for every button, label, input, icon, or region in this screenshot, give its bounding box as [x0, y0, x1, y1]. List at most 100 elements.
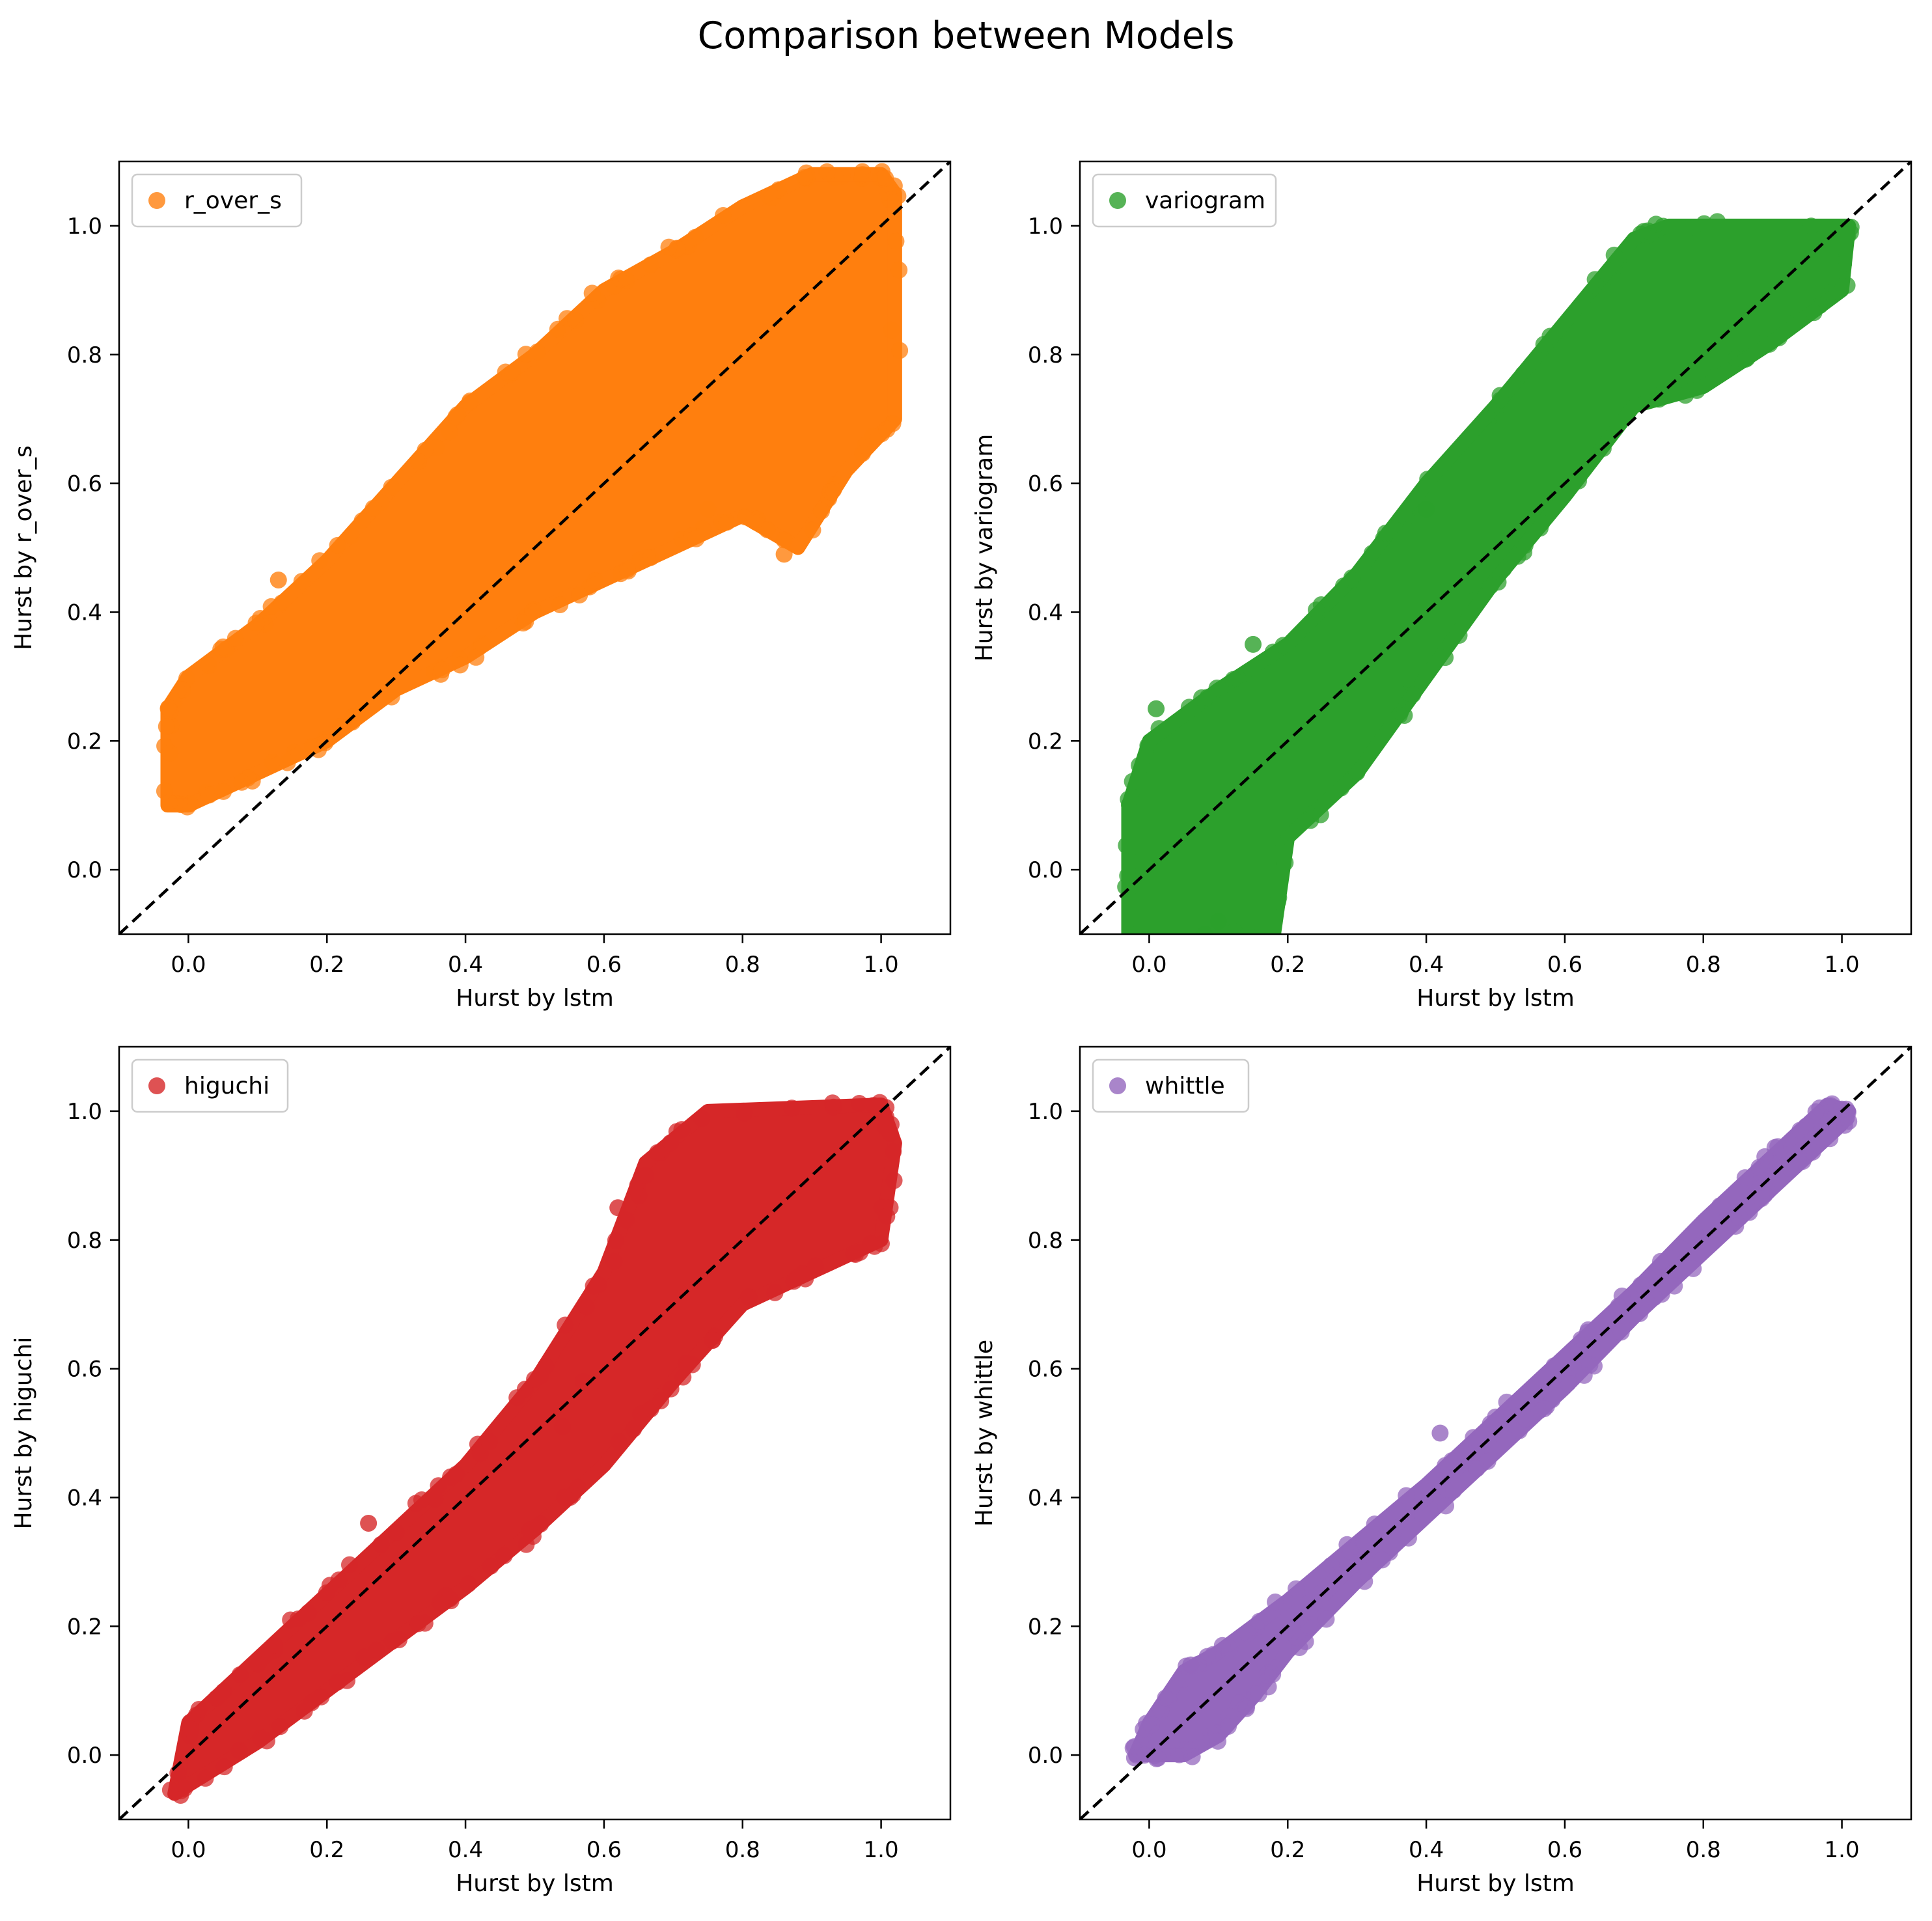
data-point [1120, 796, 1138, 814]
data-point [161, 702, 179, 720]
data-point [318, 1584, 335, 1601]
data-point [215, 1758, 233, 1776]
data-point [227, 629, 244, 647]
data-point [1440, 1461, 1457, 1478]
data-point [610, 1433, 628, 1450]
data-point [1119, 867, 1137, 885]
data-point [1468, 1460, 1485, 1478]
data-point [749, 510, 766, 528]
y-axis-label: Hurst by variogram [971, 434, 998, 662]
data-point [299, 1604, 317, 1622]
data-point [407, 1495, 424, 1512]
data-point [660, 238, 678, 256]
data-point [1709, 213, 1726, 230]
legend-marker [148, 1077, 165, 1094]
x-tick-label: 0.6 [1547, 952, 1582, 978]
data-point [1302, 812, 1319, 829]
point-cloud [160, 167, 902, 813]
data-point [649, 1144, 667, 1161]
y-tick-label: 0.6 [67, 471, 102, 497]
data-point [1532, 519, 1549, 537]
data-point [833, 167, 851, 185]
data-point [416, 1614, 434, 1632]
y-tick-label: 0.6 [1028, 1357, 1063, 1383]
data-point [1491, 391, 1509, 409]
data-point [1398, 1487, 1415, 1504]
y-tick-label: 0.4 [67, 1485, 102, 1511]
data-point [1247, 1618, 1265, 1636]
data-point [158, 718, 175, 736]
data-point [1588, 277, 1605, 295]
data-point [1131, 756, 1148, 774]
axes-frame [1079, 160, 1912, 935]
data-point [1821, 221, 1838, 238]
data-point [311, 552, 329, 570]
x-tick-label: 0.0 [171, 1837, 206, 1863]
axes-frame [1079, 1045, 1912, 1821]
data-point [1416, 1482, 1433, 1500]
data-point [383, 688, 400, 706]
data-point [1174, 1670, 1192, 1688]
data-point [1511, 1422, 1528, 1439]
data-point [428, 439, 445, 456]
data-point [1280, 826, 1297, 844]
data-point [1797, 1117, 1815, 1135]
data-point [1150, 720, 1168, 738]
reference-line [119, 1047, 950, 1819]
data-point [508, 1389, 526, 1407]
data-point [1300, 1619, 1318, 1637]
data-point [1554, 487, 1572, 504]
subplot-variogram: 0.0 0.2 0.4 0.6 0.8 1.0 0.0 0.2 0.4 0.6 0.8 1.0 Hurs… [971, 160, 1912, 1012]
data-point [1821, 1130, 1839, 1148]
legend-label: r_over_s [184, 187, 282, 214]
data-point [1654, 217, 1672, 235]
data-point [1338, 1536, 1356, 1553]
data-point [586, 572, 604, 590]
data-point [1180, 698, 1198, 716]
data-point [1677, 387, 1694, 404]
data-point [766, 1284, 784, 1301]
legend-box [1092, 173, 1277, 228]
x-tick-label: 0.6 [586, 1837, 622, 1863]
data-point [1559, 1374, 1577, 1392]
figure-title: Comparison between Models [698, 14, 1235, 57]
data-point [1600, 268, 1618, 285]
data-point [156, 782, 173, 800]
data-point [1124, 1739, 1142, 1757]
x-tick-label: 0.4 [1409, 952, 1444, 978]
data-point [618, 560, 636, 578]
data-point [197, 1769, 214, 1787]
data-point [885, 1142, 902, 1160]
data-point [1679, 219, 1697, 237]
data-point [1639, 222, 1657, 240]
data-point [293, 573, 310, 590]
y-axis-label: Hurst by r_over_s [10, 445, 37, 650]
point-cloud [167, 1098, 902, 1801]
data-point [1445, 1482, 1463, 1499]
data-point [387, 1524, 405, 1541]
outlier-point [269, 571, 287, 588]
x-tick-label: 0.6 [1547, 1837, 1582, 1863]
outlier-point [609, 1199, 627, 1217]
y-tick-label: 0.8 [1028, 1228, 1063, 1254]
data-point [1759, 1182, 1776, 1200]
data-point [1786, 314, 1804, 331]
data-point [1838, 277, 1856, 294]
data-point [1208, 679, 1226, 697]
plot-area [119, 161, 950, 934]
data-point [1805, 304, 1823, 322]
data-point [517, 346, 534, 363]
data-point [437, 1586, 455, 1604]
data-point [1465, 1429, 1482, 1446]
data-point [1612, 1323, 1630, 1341]
data-point [1807, 1103, 1825, 1120]
data-point [891, 342, 909, 359]
data-point [1613, 1287, 1631, 1305]
data-point [1288, 1580, 1305, 1597]
data-point [1543, 1391, 1561, 1409]
data-point [161, 744, 179, 762]
data-point [718, 514, 736, 531]
legend-box [1092, 1058, 1250, 1113]
x-tick-label: 0.2 [1270, 1837, 1305, 1863]
data-point [161, 1781, 179, 1799]
